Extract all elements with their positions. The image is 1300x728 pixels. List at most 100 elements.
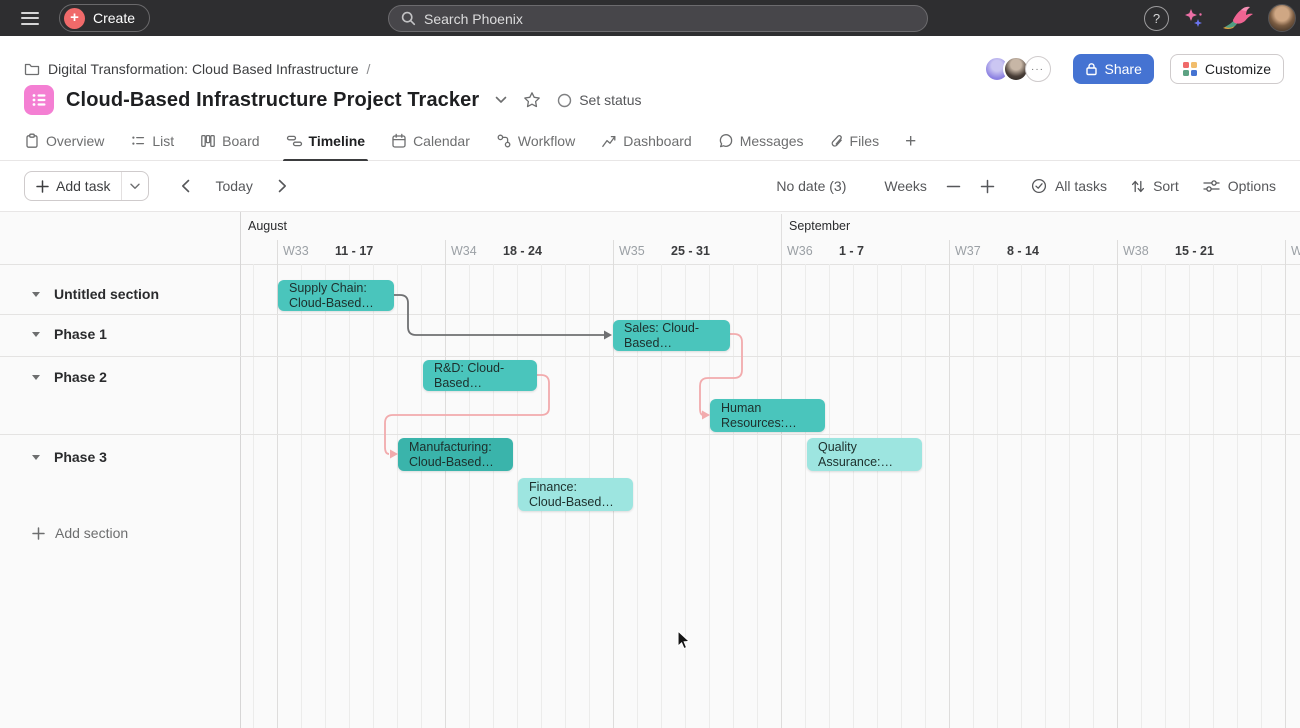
add-tab-button[interactable]: +	[905, 130, 917, 152]
filter-button[interactable]: All tasks	[1031, 178, 1107, 194]
week-gridline	[445, 240, 446, 728]
task-supply-chain[interactable]: Supply Chain: Cloud-Based…	[278, 280, 394, 311]
sort-button[interactable]: Sort	[1131, 178, 1179, 194]
timeline-gantt-icon	[286, 133, 303, 149]
zoom-in-button[interactable]	[980, 179, 995, 194]
options-button[interactable]: Options	[1203, 178, 1276, 194]
tab-label: Calendar	[413, 133, 470, 149]
search-input[interactable]	[424, 10, 915, 27]
previous-period-button[interactable]	[181, 179, 190, 193]
share-button[interactable]: Share	[1072, 54, 1154, 84]
week-date-range: 18 - 24	[503, 244, 542, 258]
dependency-arrows-layer	[384, 294, 743, 459]
customize-button[interactable]: Customize	[1169, 54, 1284, 84]
tab-files[interactable]: Files	[830, 122, 879, 160]
task-quality-assurance[interactable]: Quality Assurance:…	[807, 438, 922, 471]
tab-calendar[interactable]: Calendar	[391, 122, 470, 160]
day-gridline	[1069, 264, 1070, 728]
folder-icon	[24, 62, 40, 76]
chevron-left-icon	[182, 179, 190, 193]
workflow-icon	[496, 133, 512, 149]
no-date-button[interactable]: No date (3)	[776, 178, 846, 194]
ai-sparkle-icon[interactable]	[1182, 6, 1206, 30]
sidebar-toggle-hamburger-icon[interactable]	[21, 11, 39, 25]
breadcrumb[interactable]: Digital Transformation: Cloud Based Infr…	[24, 61, 370, 77]
dashboard-chart-icon	[601, 133, 617, 149]
sliders-icon	[1203, 180, 1220, 192]
star-icon[interactable]	[523, 91, 541, 109]
user-avatar[interactable]	[1268, 4, 1296, 32]
section-collapse-caret-icon[interactable]	[31, 454, 41, 461]
zoom-out-button[interactable]	[946, 179, 961, 194]
no-date-label: No date (3)	[776, 178, 847, 194]
breadcrumb-text: Digital Transformation: Cloud Based Infr…	[48, 61, 359, 77]
tab-label: Board	[222, 133, 260, 149]
options-label: Options	[1227, 178, 1276, 194]
tab-overview[interactable]: Overview	[24, 122, 104, 160]
add-section-button[interactable]: Add section	[32, 525, 128, 541]
topbar-right-cluster: ?	[1144, 0, 1296, 36]
tab-board[interactable]: Board	[200, 122, 260, 160]
dep-supply-chain-to-sales	[394, 294, 604, 336]
week-header-border	[0, 264, 1300, 265]
day-gridline	[1165, 264, 1166, 728]
tab-workflow[interactable]: Workflow	[496, 122, 575, 160]
week-gridline	[277, 240, 278, 728]
section-header-phase-2[interactable]: Phase 2	[31, 369, 107, 385]
day-gridline	[373, 264, 374, 728]
task-sales[interactable]: Sales: Cloud- Based…	[613, 320, 730, 351]
task-label-line1: Sales: Cloud-	[624, 321, 700, 335]
zoom-level-button[interactable]: Weeks	[884, 178, 927, 194]
overview-clipboard-icon	[24, 133, 40, 149]
timeline-canvas[interactable]: August September W33 11 - 17 W34 18 - 24 W35 25…	[0, 212, 1300, 728]
day-gridline	[421, 264, 422, 728]
dep-supply-chain-to-sales-arrowhead-icon	[604, 330, 612, 340]
task-label-line2: Based…	[434, 375, 482, 390]
global-search[interactable]	[388, 5, 928, 32]
zoom-cluster: Weeks	[884, 178, 995, 194]
section-panel-divider	[240, 212, 241, 728]
tab-dashboard[interactable]: Dashboard	[601, 122, 692, 160]
section-collapse-caret-icon[interactable]	[31, 291, 41, 298]
add-task-button[interactable]: Add task	[24, 171, 150, 201]
more-members-button[interactable]: ···	[1024, 56, 1051, 82]
set-status-button[interactable]: Set status	[557, 92, 641, 108]
timeline-toolbar: Add task Today No date (3)	[0, 161, 1300, 212]
month-label: August	[248, 219, 287, 233]
set-status-label: Set status	[579, 92, 642, 108]
section-label: Phase 3	[54, 449, 107, 465]
today-button[interactable]: Today	[215, 178, 253, 194]
create-button[interactable]: + Create	[59, 4, 151, 32]
help-button[interactable]: ?	[1144, 5, 1169, 31]
member-avatars: ···	[983, 56, 1051, 82]
section-header-phase-3[interactable]: Phase 3	[31, 449, 107, 465]
tab-messages[interactable]: Messages	[718, 122, 804, 160]
create-button-label: Create	[93, 10, 136, 26]
add-task-dropdown[interactable]	[121, 172, 148, 200]
task-human-resources[interactable]: Human Resources:…	[710, 399, 825, 432]
day-gridline	[685, 264, 686, 728]
day-gridline	[877, 264, 878, 728]
sort-arrows-icon	[1132, 180, 1145, 192]
lock-icon	[1085, 63, 1097, 76]
section-collapse-caret-icon[interactable]	[31, 374, 41, 381]
day-gridline	[733, 264, 734, 728]
next-period-button[interactable]	[278, 179, 287, 193]
week-gridline	[949, 240, 950, 728]
tab-timeline[interactable]: Timeline	[282, 122, 368, 161]
section-header-untitled-section[interactable]: Untitled section	[31, 286, 159, 302]
task-label-line2: Cloud-Based…	[529, 494, 614, 509]
tab-list[interactable]: List	[130, 122, 174, 160]
task-finance[interactable]: Finance: Cloud-Based…	[518, 478, 633, 511]
task-manufacturing[interactable]: Manufacturing: Cloud-Based…	[398, 438, 513, 471]
day-gridline	[757, 264, 758, 728]
task-label-line1: Supply Chain:	[289, 281, 367, 295]
project-list-icon	[24, 85, 54, 115]
section-header-phase-1[interactable]: Phase 1	[31, 326, 107, 342]
phoenix-logo[interactable]	[1219, 4, 1255, 32]
chevron-down-icon[interactable]	[495, 96, 507, 104]
section-collapse-caret-icon[interactable]	[31, 331, 41, 338]
section-label: Phase 2	[54, 369, 107, 385]
task-label-line2: Cloud-Based…	[409, 454, 494, 469]
task-rnd[interactable]: R&D: Cloud- Based…	[423, 360, 537, 391]
